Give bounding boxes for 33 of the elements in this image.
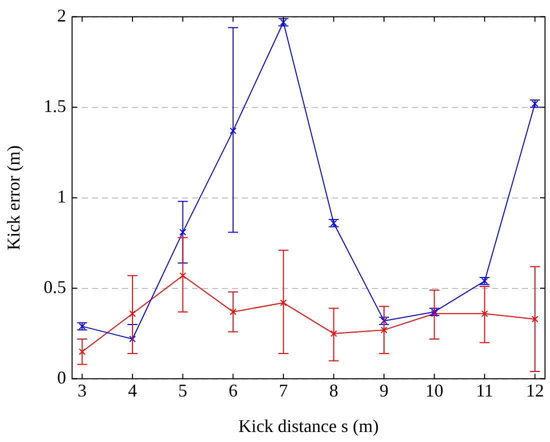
point xyxy=(76,322,88,330)
point xyxy=(129,310,136,317)
point xyxy=(481,310,488,317)
point xyxy=(278,18,289,26)
x-tick-label: 11 xyxy=(476,380,494,400)
x-tick-label: 12 xyxy=(526,380,544,400)
x-tick-label: 7 xyxy=(278,380,288,400)
point xyxy=(380,326,388,334)
point xyxy=(378,316,390,325)
x-tick-label: 8 xyxy=(329,380,338,400)
x-tick-label: 4 xyxy=(128,380,137,400)
point xyxy=(532,316,538,322)
x-tick-label: 3 xyxy=(78,380,87,400)
x-tick-label: 9 xyxy=(380,380,389,400)
point xyxy=(78,348,86,355)
y-tick-label: 1 xyxy=(57,186,66,207)
x-tick-label: 10 xyxy=(425,380,444,400)
y-axis-title: Kick error (m) xyxy=(4,145,24,250)
point xyxy=(280,299,287,306)
y-tick-label: 2 xyxy=(57,6,66,26)
x-axis-title: Kick distance s (m) xyxy=(238,416,379,436)
point xyxy=(330,330,338,337)
point xyxy=(529,100,540,108)
x-tick-label: 6 xyxy=(228,380,238,400)
y-tick-label: 0 xyxy=(57,368,66,388)
x-tick-label: 5 xyxy=(178,380,188,400)
point xyxy=(179,272,186,279)
point xyxy=(328,219,340,228)
point xyxy=(428,308,440,316)
y-tick-label: 0.5 xyxy=(44,277,66,298)
y-tick-label: 1.5 xyxy=(44,96,66,116)
point xyxy=(479,276,490,286)
point xyxy=(230,308,236,316)
